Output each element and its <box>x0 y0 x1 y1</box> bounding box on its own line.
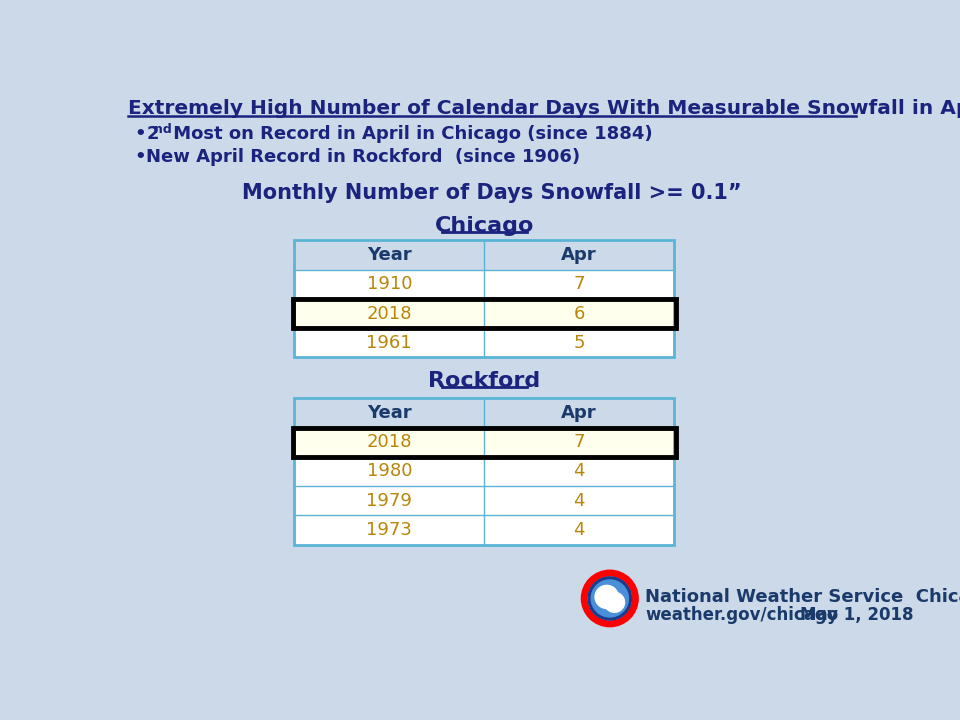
Text: Monthly Number of Days Snowfall >= 0.1”: Monthly Number of Days Snowfall >= 0.1” <box>242 184 742 204</box>
Text: 4: 4 <box>573 462 585 480</box>
Bar <box>293 428 676 456</box>
Bar <box>295 486 674 516</box>
Circle shape <box>605 593 625 612</box>
Text: Apr: Apr <box>562 246 597 264</box>
Bar <box>295 456 674 486</box>
Text: 4: 4 <box>573 492 585 510</box>
Bar <box>295 398 674 428</box>
Text: 1961: 1961 <box>367 334 412 352</box>
Text: Chicago: Chicago <box>435 216 534 235</box>
Text: 4: 4 <box>573 521 585 539</box>
Bar <box>295 299 674 328</box>
Text: 2: 2 <box>146 125 158 143</box>
Text: 6: 6 <box>573 305 585 323</box>
Text: May 1, 2018: May 1, 2018 <box>801 606 914 624</box>
Text: Most on Record in April in Chicago (since 1884): Most on Record in April in Chicago (sinc… <box>167 125 653 143</box>
Text: 2018: 2018 <box>367 305 412 323</box>
Text: 7: 7 <box>573 275 585 293</box>
Text: 2018: 2018 <box>367 433 412 451</box>
Text: 1979: 1979 <box>367 492 412 510</box>
Text: •: • <box>134 125 146 143</box>
Text: 1980: 1980 <box>367 462 412 480</box>
Bar <box>295 398 674 544</box>
Bar <box>295 240 674 270</box>
Bar <box>295 328 674 357</box>
Circle shape <box>595 585 618 608</box>
Circle shape <box>588 577 632 620</box>
Text: weather.gov/chicago: weather.gov/chicago <box>645 606 839 624</box>
Text: Rockford: Rockford <box>428 372 540 391</box>
Bar <box>295 516 674 544</box>
Text: 1910: 1910 <box>367 275 412 293</box>
Text: National Weather Service  Chicago: National Weather Service Chicago <box>645 588 960 606</box>
Text: Apr: Apr <box>562 404 597 422</box>
Text: •: • <box>134 148 146 166</box>
Text: Year: Year <box>367 246 412 264</box>
Text: Year: Year <box>367 404 412 422</box>
Text: 1973: 1973 <box>367 521 412 539</box>
Bar <box>295 428 674 456</box>
Text: 7: 7 <box>573 433 585 451</box>
Text: Extremely High Number of Calendar Days With Measurable Snowfall in April 2018: Extremely High Number of Calendar Days W… <box>128 99 960 117</box>
Bar <box>295 270 674 299</box>
Text: New April Record in Rockford  (since 1906): New April Record in Rockford (since 1906… <box>146 148 581 166</box>
Text: 5: 5 <box>573 334 585 352</box>
Circle shape <box>585 573 636 624</box>
Text: nd: nd <box>155 123 172 136</box>
Bar <box>293 299 676 328</box>
Circle shape <box>591 580 629 617</box>
Bar <box>295 240 674 357</box>
